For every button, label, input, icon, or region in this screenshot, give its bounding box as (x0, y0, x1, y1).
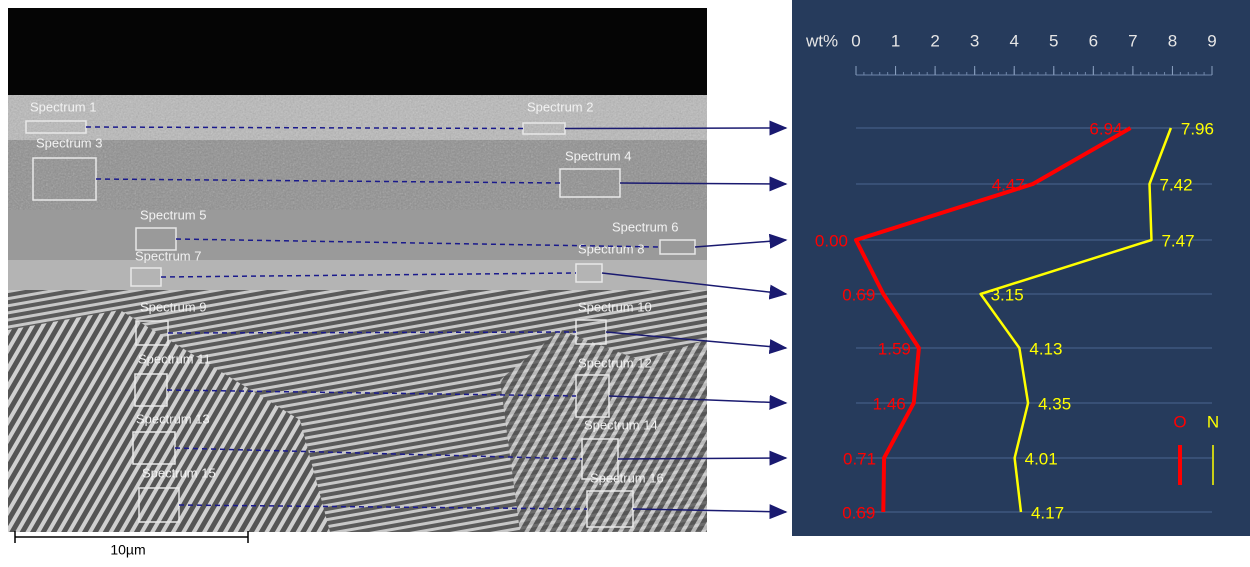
x-tick-label: 8 (1168, 31, 1177, 50)
x-tick-label: 7 (1128, 31, 1137, 50)
value-label: 1.59 (878, 339, 911, 358)
value-label: 0.71 (843, 449, 876, 468)
value-label: 1.46 (873, 394, 906, 413)
value-label: 7.47 (1161, 231, 1194, 250)
spectrum-label: Spectrum 3 (36, 135, 102, 150)
axis-label: wt% (805, 31, 838, 50)
value-label: 4.35 (1038, 394, 1071, 413)
value-label: 3.15 (991, 285, 1024, 304)
value-label: 6.94 (1089, 119, 1122, 138)
scale-bar-label: 10µm (110, 542, 145, 558)
spectrum-label: Spectrum 15 (142, 465, 216, 480)
legend-label: O (1173, 412, 1186, 431)
connector-arrow (695, 240, 786, 247)
value-label: 0.69 (842, 503, 875, 522)
x-tick-label: 2 (930, 31, 939, 50)
legend-label: N (1207, 412, 1219, 431)
spectrum-label: Spectrum 14 (584, 417, 658, 432)
spectrum-label: Spectrum 12 (578, 355, 652, 370)
connector-arrow (618, 458, 786, 459)
connector-arrow (620, 183, 786, 184)
spectrum-label: Spectrum 10 (578, 299, 652, 314)
x-tick-label: 3 (970, 31, 979, 50)
spectrum-label: Spectrum 1 (30, 99, 96, 114)
x-tick-label: 9 (1207, 31, 1216, 50)
value-label: 4.01 (1025, 449, 1058, 468)
value-label: 0.00 (815, 231, 848, 250)
spectrum-label: Spectrum 8 (578, 241, 644, 256)
value-label: 4.13 (1029, 339, 1062, 358)
figure: 10µm wt% Spectrum 1 Spectrum 2 Spectrum 3 S… (0, 0, 1250, 562)
spectrum-label: Spectrum 9 (140, 299, 206, 314)
value-label: 7.42 (1160, 175, 1193, 194)
value-label: 4.47 (992, 175, 1025, 194)
x-tick-label: 5 (1049, 31, 1058, 50)
value-label: 0.69 (842, 285, 875, 304)
spectrum-label: Spectrum 6 (612, 219, 678, 234)
spectrum-label: Spectrum 13 (136, 411, 210, 426)
x-tick-label: 1 (891, 31, 900, 50)
spectrum-label: Spectrum 4 (565, 148, 631, 163)
spectrum-label: Spectrum 5 (140, 207, 206, 222)
x-tick-label: 6 (1089, 31, 1098, 50)
spectrum-label: Spectrum 2 (527, 99, 593, 114)
x-tick-label: 4 (1009, 31, 1018, 50)
value-label: 7.96 (1181, 119, 1214, 138)
spectrum-label: Spectrum 16 (590, 470, 664, 485)
page: 10µm wt% Spectrum 1 Spectrum 2 Spectrum 3 S… (0, 0, 1250, 562)
spectrum-label: Spectrum 7 (135, 248, 201, 263)
x-tick-label: 0 (851, 31, 860, 50)
connector-arrow (565, 128, 786, 129)
spectrum-label: Spectrum 11 (138, 351, 211, 366)
value-label: 4.17 (1031, 503, 1064, 522)
